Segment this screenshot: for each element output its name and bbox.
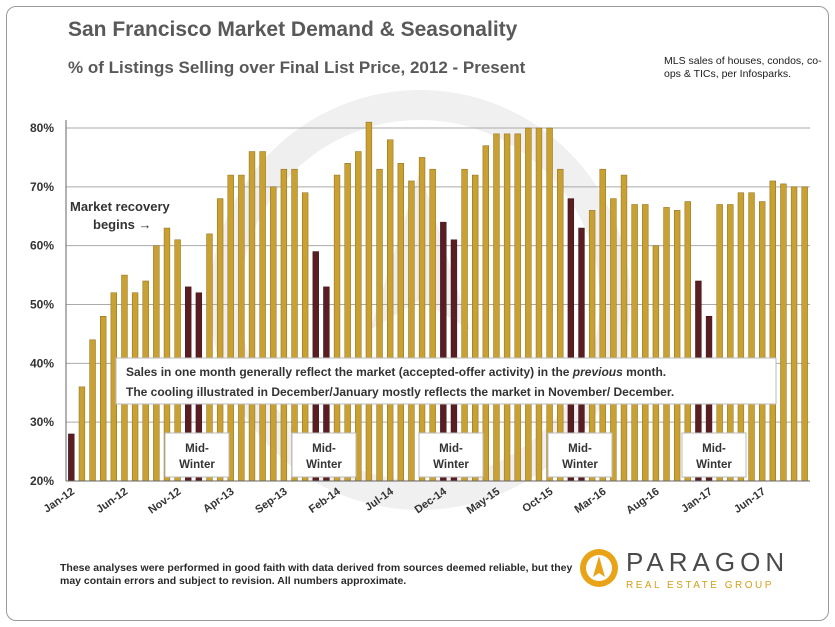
note-line-2: The cooling illustrated in December/Janu… [126, 385, 674, 399]
x-tick-label: Mar-16 [573, 486, 609, 516]
mid-winter-label: Winter [433, 459, 469, 471]
mid-winter-label: Mid- [439, 443, 463, 455]
bar [397, 163, 404, 482]
bar [503, 133, 511, 482]
bar [514, 133, 521, 482]
bar [758, 201, 766, 482]
bar [259, 151, 266, 482]
mid-winter-label: Mid- [702, 443, 726, 455]
bar [270, 186, 277, 482]
mid-winter-label: Winter [696, 459, 732, 471]
bar [355, 151, 362, 482]
y-tick-label: 70% [30, 180, 54, 194]
y-tick-label: 60% [30, 239, 54, 253]
bar [525, 127, 532, 482]
bar [535, 127, 543, 482]
bar [418, 157, 426, 482]
mid-winter-label: Winter [306, 459, 342, 471]
bar [238, 174, 245, 482]
bar [790, 186, 798, 482]
note-line-1: Sales in one month generally reflect the… [126, 365, 666, 379]
bar [663, 207, 670, 482]
x-tick-label: Aug-16 [624, 486, 661, 517]
x-tick-label: Feb-14 [307, 485, 344, 516]
mid-winter-label: Mid- [568, 443, 592, 455]
bar [386, 139, 394, 482]
bar [673, 210, 681, 482]
bar-winter [68, 433, 75, 482]
bar [365, 121, 373, 482]
bar [801, 186, 808, 482]
disclaimer-text: These analyses were performed in good fa… [60, 562, 573, 587]
bar [631, 204, 638, 482]
bar [78, 386, 86, 482]
y-tick-label: 20% [30, 474, 54, 488]
x-tick-label: Nov-12 [146, 486, 183, 517]
bar [620, 174, 628, 482]
x-tick-label: Sep-13 [253, 486, 289, 517]
bar [482, 145, 490, 482]
annotation-recovery-line2: begins → [93, 217, 152, 232]
mid-winter-label: Mid- [185, 443, 209, 455]
bar [248, 151, 256, 482]
x-tick-label: Jun-12 [94, 486, 130, 516]
mid-winter-label: Winter [562, 459, 598, 471]
bar [493, 133, 500, 482]
mid-winter-label: Winter [179, 459, 215, 471]
x-tick-label: Jan-12 [42, 486, 77, 516]
y-tick-label: 30% [30, 415, 54, 429]
bar [748, 192, 755, 482]
mid-winter-box [681, 432, 747, 478]
chart-subtitle: % of Listings Selling over Final List Pr… [68, 58, 526, 77]
bar [408, 180, 415, 482]
bar [546, 127, 553, 482]
bar [769, 180, 776, 482]
bar [780, 183, 787, 482]
bar [280, 168, 288, 482]
mid-winter-box [291, 432, 357, 478]
bar [376, 168, 383, 482]
y-tick-label: 40% [30, 356, 54, 370]
mid-winter-label: Mid- [312, 443, 336, 455]
chart-title: San Francisco Market Demand & Seasonalit… [68, 18, 518, 41]
mid-winter-box [547, 432, 613, 478]
logo-subtitle: REAL ESTATE GROUP [626, 580, 774, 591]
y-tick-label: 80% [30, 121, 54, 135]
logo-name: PARAGON [626, 547, 790, 577]
mid-winter-box [418, 432, 484, 478]
y-tick-label: 50% [30, 298, 54, 312]
x-tick-label: Jan-17 [679, 486, 714, 516]
paragon-logo-icon [580, 549, 618, 587]
x-tick-label: Jun-17 [732, 486, 768, 516]
bar [100, 316, 107, 482]
mid-winter-box [164, 432, 230, 478]
note-box [115, 357, 777, 405]
bar [89, 339, 96, 482]
x-tick-label: Apr-13 [201, 486, 236, 516]
annotation-recovery-line1: Market recovery [70, 199, 170, 214]
bar [642, 204, 649, 482]
source-note: MLS sales of houses, condos, co-ops & TI… [664, 55, 822, 80]
x-tick-label: Oct-15 [520, 486, 555, 515]
